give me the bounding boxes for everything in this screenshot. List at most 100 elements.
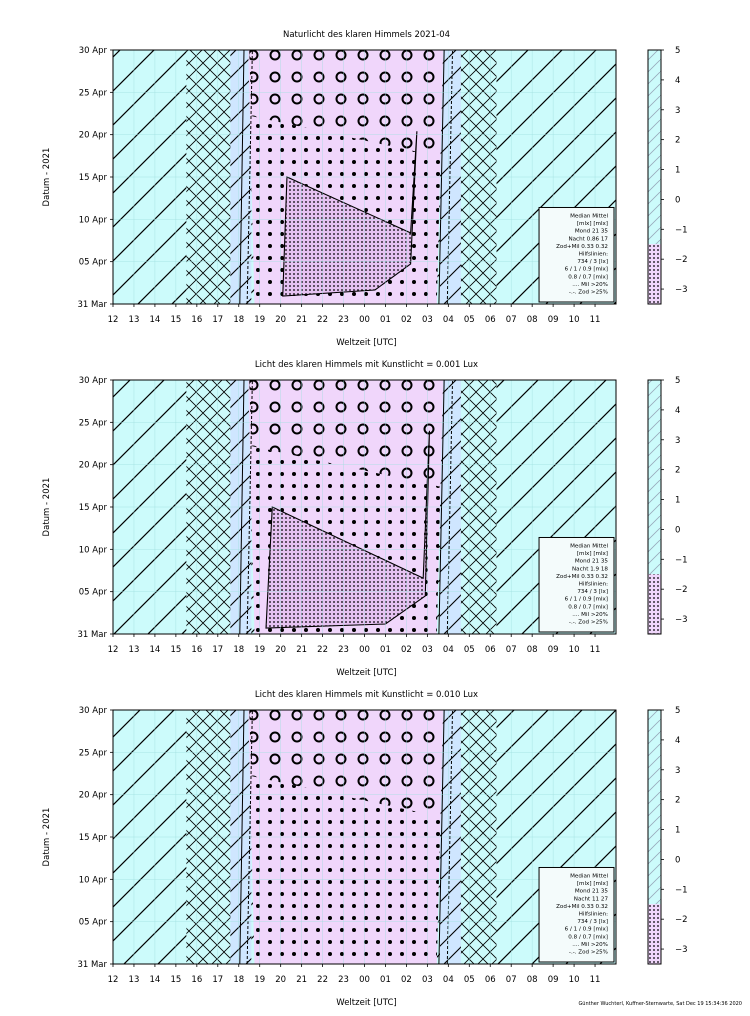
x-tick-label: 15 xyxy=(170,315,181,325)
colorbar-tick-label: 1 xyxy=(675,826,680,836)
x-tick-label: 03 xyxy=(422,315,433,325)
x-tick-label: 04 xyxy=(443,315,454,325)
colorbar-tick-label: −3 xyxy=(675,945,688,955)
x-tick-label: 13 xyxy=(129,315,140,325)
y-axis-label: Datum - 2021 xyxy=(42,148,52,207)
credit-text: Günther Wuchterl, Kuffner-Sternwarte, Sa… xyxy=(578,1001,742,1007)
legend-line: 6 / 1 / 0.9 [mlx] xyxy=(565,927,608,933)
legend-line: .... Mil >20% xyxy=(572,612,608,618)
x-tick-label: 07 xyxy=(506,975,517,985)
colorbar-dots xyxy=(648,244,661,304)
x-tick-label: 04 xyxy=(443,975,454,985)
colorbar-hatch xyxy=(648,710,661,905)
x-tick-label: 15 xyxy=(170,645,181,655)
x-tick-label: 11 xyxy=(590,645,601,655)
x-tick-label: 14 xyxy=(150,645,161,655)
colorbar-frame xyxy=(647,379,662,635)
x-axis-label: Weltzeit [UTC] xyxy=(336,338,396,348)
colorbar-tick-label: 2 xyxy=(675,136,680,146)
x-tick-label: 18 xyxy=(233,975,244,985)
x-tick-label: 10 xyxy=(569,315,580,325)
colorbar-tick-label: 1 xyxy=(675,496,680,506)
y-tick-label: 20 Apr xyxy=(79,131,108,141)
legend-line: Nacht 0.86 17 xyxy=(568,236,608,242)
legend-box xyxy=(538,536,615,633)
x-tick-label: 14 xyxy=(150,315,161,325)
x-tick-label: 00 xyxy=(359,315,370,325)
colorbar-tick-label: 1 xyxy=(675,166,680,176)
y-tick-label: 10 Apr xyxy=(79,875,108,885)
legend-line: [mlx] [mlx] xyxy=(577,221,608,227)
legend-line: Median Mittel xyxy=(570,213,608,219)
x-tick-label: 13 xyxy=(129,975,140,985)
x-tick-label: 02 xyxy=(401,315,412,325)
x-tick-label: 18 xyxy=(233,315,244,325)
x-tick-label: 02 xyxy=(401,645,412,655)
y-axis-label: Datum - 2021 xyxy=(42,808,52,867)
x-tick-label: 09 xyxy=(548,975,559,985)
x-tick-label: 20 xyxy=(275,645,286,655)
colorbar-tick-label: 2 xyxy=(675,796,680,806)
x-tick-label: 08 xyxy=(527,975,538,985)
y-tick-label: 30 Apr xyxy=(79,376,108,386)
legend-line: Median Mittel xyxy=(570,543,608,549)
x-tick-label: 10 xyxy=(569,975,580,985)
colorbar-tick-label: 3 xyxy=(675,436,680,446)
x-tick-label: 21 xyxy=(296,645,307,655)
colorbar-frame xyxy=(647,49,662,305)
x-tick-label: 23 xyxy=(338,645,349,655)
legend-line: .... Mil >20% xyxy=(572,942,608,948)
legend-line: 6 / 1 / 0.9 [mlx] xyxy=(565,267,608,273)
colorbar-tick-label: 5 xyxy=(675,706,680,716)
colorbar-tick-label: −2 xyxy=(675,255,688,265)
x-axis-label: Weltzeit [UTC] xyxy=(336,668,396,678)
y-tick-label: 25 Apr xyxy=(79,748,108,758)
legend-line: -.-. Zod >25% xyxy=(569,619,608,625)
x-tick-label: 22 xyxy=(317,645,328,655)
legend-line: Mond 21 35 xyxy=(575,559,609,565)
x-tick-label: 09 xyxy=(548,645,559,655)
x-tick-label: 16 xyxy=(191,975,202,985)
colorbar-tick-label: 5 xyxy=(675,46,680,56)
y-axis-label: Datum - 2021 xyxy=(42,478,52,537)
x-tick-label: 14 xyxy=(150,975,161,985)
x-tick-label: 21 xyxy=(296,315,307,325)
legend-line: -.-. Zod >25% xyxy=(569,289,608,295)
x-tick-label: 01 xyxy=(380,975,391,985)
x-tick-label: 22 xyxy=(317,315,328,325)
x-tick-label: 05 xyxy=(464,975,475,985)
colorbar-tick-label: 3 xyxy=(675,106,680,116)
legend-line: Mond 21 35 xyxy=(575,229,609,235)
colorbar-tick-label: −1 xyxy=(675,225,688,235)
colorbar-dots xyxy=(648,574,661,634)
x-tick-label: 05 xyxy=(464,315,475,325)
colorbar-tick-label: −2 xyxy=(675,585,688,595)
colorbar-frame xyxy=(647,709,662,965)
x-tick-label: 08 xyxy=(527,645,538,655)
moon-rings xyxy=(249,710,443,817)
legend-line: Hilfslinien: xyxy=(579,251,608,257)
legend-line: Zod+Mil 0.33 0.32 xyxy=(556,574,608,580)
colorbar-tick-label: 3 xyxy=(675,766,680,776)
x-tick-label: 12 xyxy=(108,315,119,325)
legend-line: 734 / 3 [lx] xyxy=(577,259,608,265)
x-tick-label: 13 xyxy=(129,645,140,655)
legend-line: Nacht 1.9 18 xyxy=(572,566,608,572)
x-tick-label: 15 xyxy=(170,975,181,985)
x-tick-label: 20 xyxy=(275,975,286,985)
y-tick-label: 15 Apr xyxy=(79,173,108,183)
y-tick-label: 15 Apr xyxy=(79,833,108,843)
x-tick-label: 10 xyxy=(569,645,580,655)
x-tick-label: 08 xyxy=(527,315,538,325)
chart-panel-3: Licht des klaren Himmels mit Kunstlicht … xyxy=(42,690,688,1008)
x-tick-label: 21 xyxy=(296,975,307,985)
plot-area xyxy=(113,710,616,964)
y-tick-label: 15 Apr xyxy=(79,503,108,513)
colorbar-tick-label: −3 xyxy=(675,285,688,295)
x-tick-label: 20 xyxy=(275,315,286,325)
y-tick-label: 30 Apr xyxy=(79,46,108,56)
legend-line: .... Mil >20% xyxy=(572,282,608,288)
x-tick-label: 22 xyxy=(317,975,328,985)
y-tick-label: 05 Apr xyxy=(79,918,108,928)
